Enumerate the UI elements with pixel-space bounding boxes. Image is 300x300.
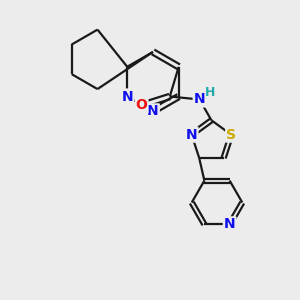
Text: N: N	[194, 92, 205, 106]
Text: N: N	[147, 104, 159, 118]
Text: N: N	[224, 218, 236, 231]
Text: O: O	[136, 98, 148, 112]
Text: N: N	[122, 89, 133, 103]
Text: H: H	[205, 85, 215, 98]
Text: N: N	[186, 128, 197, 142]
Text: S: S	[226, 128, 236, 142]
